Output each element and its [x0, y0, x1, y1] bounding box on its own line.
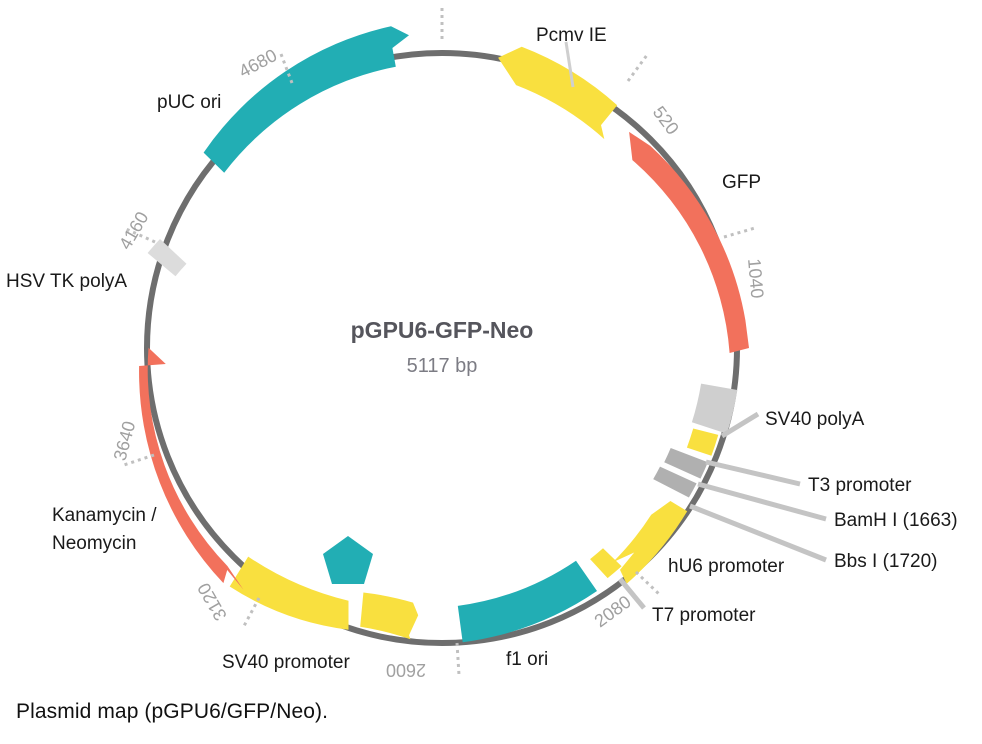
- figure-caption: Plasmid map (pGPU6/GFP/Neo).: [16, 700, 329, 723]
- feature-arc-pcmv-ie[interactable]: [498, 46, 618, 140]
- feature-hu6-promoter[interactable]: [612, 501, 688, 584]
- label-gfp: GFP: [722, 172, 761, 193]
- tick-label-4680: 4680: [235, 45, 280, 81]
- feature-gfp[interactable]: [629, 131, 749, 353]
- feature-puc-ori[interactable]: [203, 26, 409, 173]
- feature-arc-sv40-promoter[interactable]: [229, 556, 349, 630]
- tick-1040: [723, 226, 756, 239]
- label-bbsi: Bbs I (1720): [834, 551, 938, 572]
- feature-divider-pcmv-ie: [564, 41, 575, 88]
- label-pcmv-ie: Pcmv IE: [536, 25, 607, 46]
- tick-520: [626, 54, 649, 82]
- tick-4680: [279, 53, 294, 84]
- label-t3-promoter: T3 promoter: [808, 475, 912, 496]
- feature-sv40-arrow-small[interactable]: [360, 592, 419, 640]
- feature-kanamycin-neomycin[interactable]: [139, 347, 244, 590]
- leader-t3-promoter: [705, 459, 801, 487]
- restriction-site-bbsi[interactable]: [653, 466, 697, 498]
- label-f1-ori: f1 ori: [506, 649, 548, 670]
- tick-label-3640: 3640: [110, 419, 140, 463]
- plasmid-length: 5117 bp: [407, 355, 478, 377]
- tick-label-1040: 1040: [744, 258, 767, 300]
- tick-3640: [123, 453, 155, 467]
- leader-t7-promoter: [618, 577, 646, 610]
- label-hu6-promoter: hU6 promoter: [668, 556, 785, 577]
- label-kanamycin-line2: Neomycin: [52, 533, 136, 554]
- restriction-site-bamhi[interactable]: [664, 448, 708, 479]
- feature-f1-ori[interactable]: [457, 560, 597, 643]
- label-sv40-promoter: SV40 promoter: [222, 652, 350, 673]
- feature-arc-gfp[interactable]: [629, 131, 749, 353]
- feature-pentagon-marker[interactable]: [323, 536, 373, 584]
- label-puc-ori: pUC ori: [157, 92, 221, 113]
- tick-label-2600: 2600: [386, 660, 426, 680]
- tick-marks: [123, 8, 756, 676]
- tick-4160: [125, 227, 156, 244]
- label-bamhi: BamH I (1663): [834, 510, 958, 531]
- feature-arc-puc-ori[interactable]: [203, 26, 409, 173]
- label-kanamycin-line1: Kanamycin /: [52, 505, 157, 526]
- tick-3120: [242, 597, 261, 627]
- tick-2080: [634, 570, 661, 596]
- leader-bamhi: [697, 481, 827, 522]
- label-t7-promoter: T7 promoter: [652, 605, 756, 626]
- tick-label-4160: 4160: [115, 208, 152, 253]
- tick-label-520: 520: [649, 102, 683, 138]
- label-hsv-tk-polya: HSV TK polyA: [6, 271, 127, 292]
- feature-arc-kanamycin[interactable]: [139, 347, 244, 590]
- leader-bbsi: [689, 503, 827, 563]
- feature-t7-promoter[interactable]: [590, 548, 622, 579]
- feature-arc-hu6[interactable]: [612, 501, 688, 584]
- feature-sv40-promoter[interactable]: [229, 556, 349, 630]
- feature-t3-promoter[interactable]: [686, 428, 719, 456]
- feature-hsv-tk-polya[interactable]: [147, 239, 187, 277]
- leader-sv40-polya: [720, 411, 760, 439]
- leader-lines: [618, 411, 827, 610]
- plasmid-name: pGPU6-GFP-Neo: [351, 317, 534, 343]
- label-sv40-polya: SV40 polyA: [765, 409, 865, 430]
- feature-arc-sv40-small[interactable]: [360, 592, 419, 640]
- tick-label-3120: 3120: [194, 579, 231, 624]
- feature-sv40-polya[interactable]: [691, 383, 738, 434]
- tick-2600: [455, 642, 461, 676]
- feature-pcmv-ie[interactable]: [498, 41, 618, 140]
